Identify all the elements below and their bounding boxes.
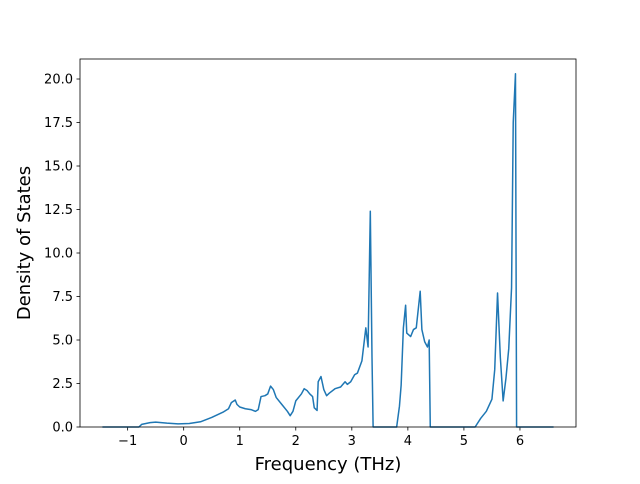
- x-tick-label: 0: [180, 434, 188, 449]
- x-tick-label: 2: [292, 434, 300, 449]
- x-tick-label: 4: [404, 434, 412, 449]
- x-tick-label: 3: [348, 434, 356, 449]
- y-tick-label: 5.0: [52, 334, 73, 349]
- y-tick-label: 17.5: [44, 116, 73, 131]
- y-tick-label: 2.5: [52, 377, 73, 392]
- x-axis-label: Frequency (THz): [255, 454, 402, 475]
- y-tick-label: 15.0: [44, 160, 73, 175]
- y-tick-label: 20.0: [44, 73, 73, 88]
- y-axis-label: Density of States: [14, 166, 35, 320]
- x-tick-label: 5: [460, 434, 468, 449]
- x-tick-label: −1: [118, 434, 137, 449]
- y-tick-label: 10.0: [44, 247, 73, 262]
- y-tick-label: 7.5: [52, 290, 73, 305]
- x-tick-label: 6: [516, 434, 524, 449]
- x-tick-label: 1: [236, 434, 244, 449]
- y-tick-label: 12.5: [44, 203, 73, 218]
- y-tick-label: 0.0: [52, 421, 73, 436]
- data-line: [102, 73, 554, 428]
- plot-frame: [79, 58, 577, 428]
